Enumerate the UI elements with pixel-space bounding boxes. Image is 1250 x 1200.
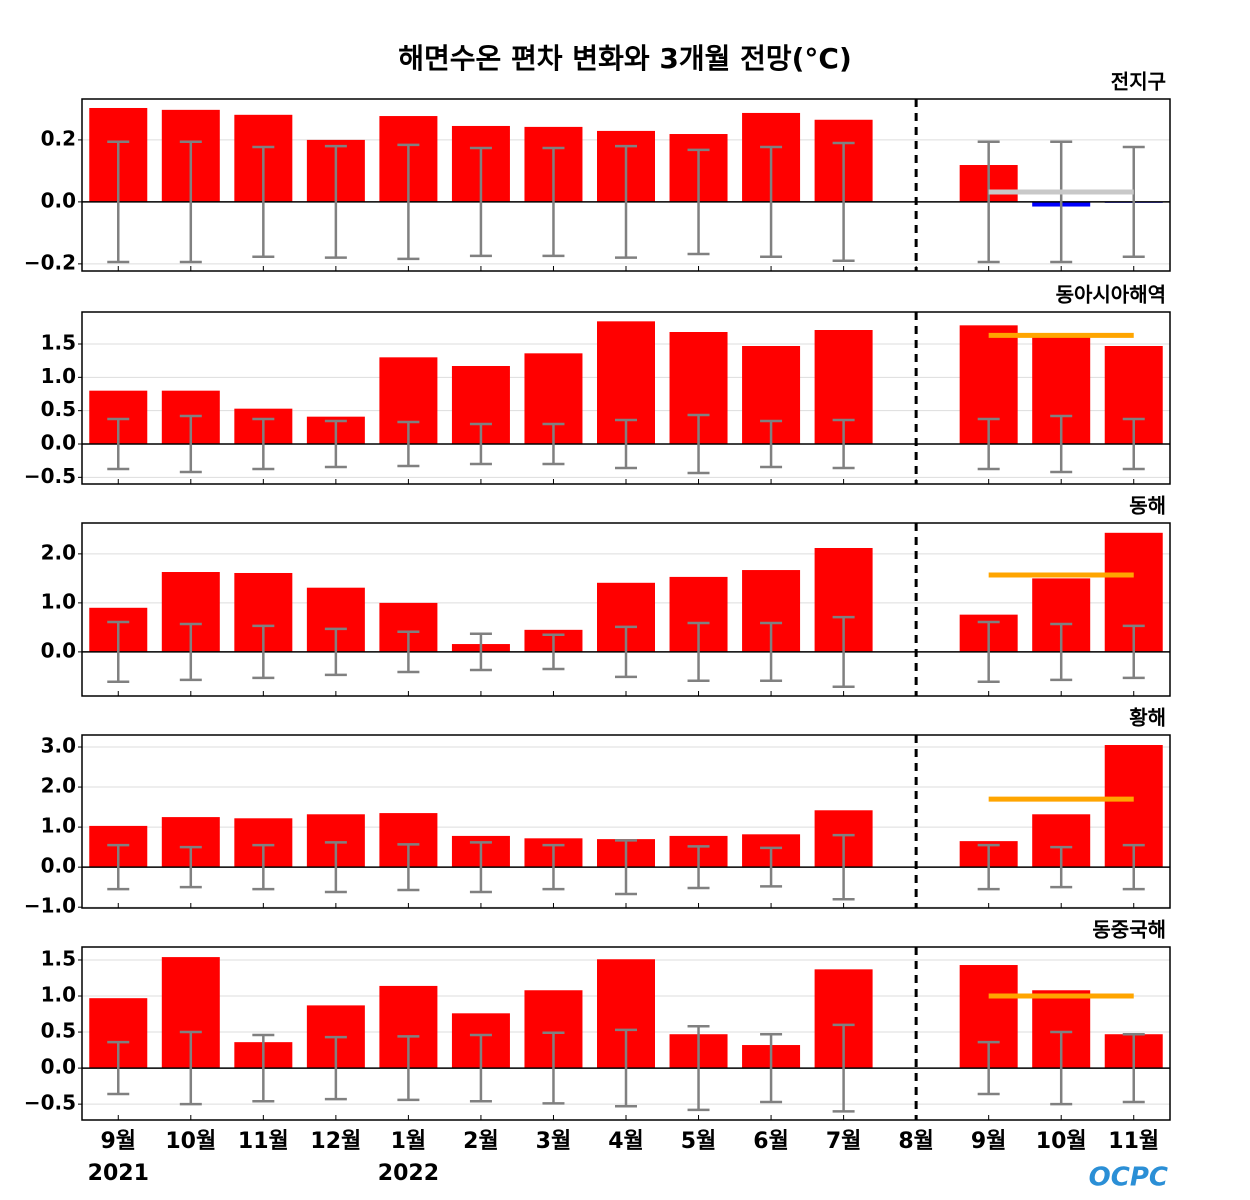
y-tick-label: 2.0 <box>41 540 76 564</box>
y-tick-label: 2.0 <box>41 774 76 798</box>
x-tick-label: 3월 <box>536 1129 572 1154</box>
year-label: 2022 <box>378 1161 439 1186</box>
x-tick-label: 12월 <box>310 1129 361 1154</box>
y-tick-label: 0.0 <box>41 638 76 662</box>
panel-title: 황해 <box>1129 706 1166 730</box>
panel-title: 전지구 <box>1111 70 1166 94</box>
y-tick-label: 1.5 <box>41 946 76 970</box>
y-tick-label: 1.5 <box>41 331 76 355</box>
panel-frame <box>81 522 1171 697</box>
panel-frame <box>81 946 1171 1121</box>
x-tick-label: 11월 <box>1108 1129 1159 1154</box>
chart-title: 해면수온 편차 변화와 3개월 전망(°C) <box>398 42 852 75</box>
y-tick-label: 1.0 <box>41 589 76 613</box>
x-tick-label: 10월 <box>165 1129 216 1154</box>
y-tick-label: 1.0 <box>41 364 76 388</box>
x-tick-label: 2월 <box>463 1129 499 1154</box>
x-tick-label: 11월 <box>238 1129 289 1154</box>
x-tick-label: 1월 <box>391 1129 427 1154</box>
x-tick-label: 8월 <box>898 1129 934 1154</box>
logo: OCPC <box>1089 1163 1168 1193</box>
y-tick-label: 3.0 <box>41 734 76 758</box>
year-label: 2021 <box>88 1161 149 1186</box>
y-tick-label: 0.5 <box>41 397 76 421</box>
y-tick-label: −0.5 <box>24 1091 76 1115</box>
panel-frame <box>81 311 1171 485</box>
x-tick-label: 4월 <box>608 1129 644 1154</box>
y-tick-label: −1.0 <box>24 894 76 918</box>
y-tick-label: 0.0 <box>41 854 76 878</box>
x-tick-label: 6월 <box>753 1129 789 1154</box>
panel-frame <box>81 734 1171 909</box>
y-tick-label: 0.0 <box>41 188 76 212</box>
y-tick-label: 0.0 <box>41 1055 76 1079</box>
x-tick-label: 9월 <box>100 1129 136 1154</box>
panel-title: 동아시아해역 <box>1056 283 1166 307</box>
y-tick-label: 0.5 <box>41 1019 76 1043</box>
x-tick-label: 7월 <box>826 1129 862 1154</box>
y-tick-label: 0.0 <box>41 431 76 455</box>
y-tick-label: 0.2 <box>41 126 76 150</box>
x-tick-label: 9월 <box>971 1129 1007 1154</box>
y-tick-label: 1.0 <box>41 983 76 1007</box>
panel-frame <box>81 98 1171 272</box>
y-tick-label: −0.5 <box>24 464 76 488</box>
panel-title: 동중국해 <box>1092 918 1166 942</box>
x-tick-label: 10월 <box>1036 1129 1087 1154</box>
x-tick-label: 5월 <box>681 1129 717 1154</box>
panel-title: 동해 <box>1129 494 1166 518</box>
y-tick-label: 1.0 <box>41 814 76 838</box>
y-tick-label: −0.2 <box>24 250 76 274</box>
